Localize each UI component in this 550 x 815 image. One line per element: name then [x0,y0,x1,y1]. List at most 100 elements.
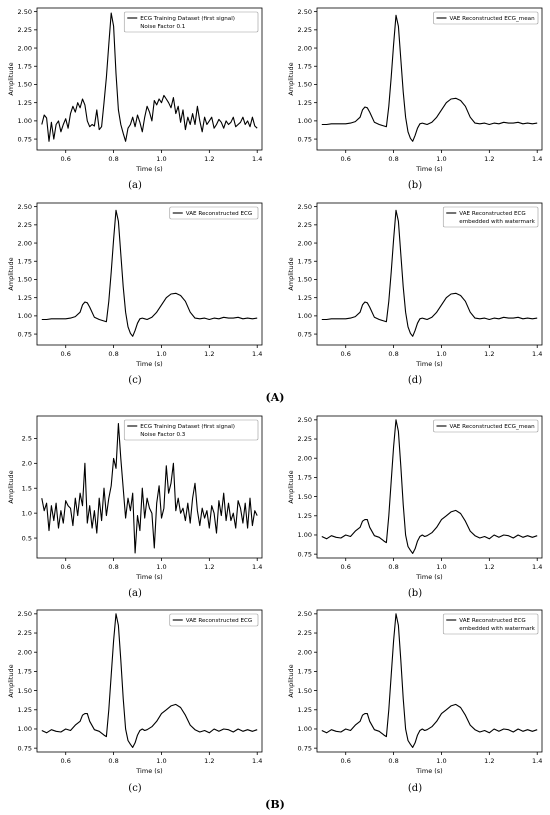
x-tick-label: 0.6 [341,757,351,765]
y-tick-label: 0.75 [298,744,312,752]
x-tick-label: 0.8 [388,563,398,571]
y-tick-label: 1.25 [18,99,32,107]
legend-label: embedded with watermark [459,626,535,632]
x-tick-label: 1.4 [252,757,262,765]
x-tick-label: 1.0 [436,155,446,163]
x-tick-label: 1.2 [204,350,214,358]
plot-frame [36,7,263,151]
y-tick-label: 2.00 [18,239,32,247]
y-axis-label: Amplitude [287,470,295,503]
y-tick-label: 1.00 [298,117,312,125]
y-tick-label: 2.25 [18,629,32,637]
y-tick-label: 2.25 [298,221,312,229]
y-axis-label: Amplitude [7,62,15,95]
sub-caption-a: (a) [128,588,142,599]
x-axis-label: Time (s) [135,767,162,775]
x-tick-label: 0.8 [108,155,118,163]
x-tick-label: 1.4 [252,350,262,358]
x-tick-label: 1.4 [252,563,262,571]
y-tick-label: 1.25 [298,512,312,520]
y-tick-label: 0.75 [18,744,32,752]
x-tick-label: 1.0 [156,155,166,163]
plot-frame [36,609,263,753]
y-axis-label: Amplitude [287,664,295,697]
y-tick-label: 0.75 [298,135,312,143]
x-tick-label: 1.4 [532,155,542,163]
legend-label: VAE Reconstructed ECG_mean [450,16,536,22]
plot-frame [316,609,543,753]
legend-label: VAE Reconstructed ECG_mean [450,424,536,430]
y-tick-label: 1.25 [298,99,312,107]
y-tick-label: 1.50 [298,276,312,284]
sub-caption-d: (d) [407,375,423,386]
y-tick-label: 0.75 [298,330,312,338]
y-tick-label: 1.75 [298,257,312,265]
x-tick-label: 1.4 [532,350,542,358]
x-tick-label: 0.8 [108,350,118,358]
x-tick-label: 0.8 [388,757,398,765]
y-axis-label: Amplitude [287,62,295,95]
x-tick-label: 1.2 [484,350,494,358]
x-tick-label: 1.2 [204,563,214,571]
y-tick-label: 0.75 [18,135,32,143]
y-tick-label: 2.50 [18,610,32,618]
y-tick-label: 1.5 [22,484,32,492]
legend-label: ECG Training Dataset (first signal) [140,16,235,22]
y-tick-label: 1.0 [22,509,32,517]
y-axis-label: Amplitude [287,257,295,290]
y-tick-label: 2.25 [18,26,32,34]
y-tick-label: 0.5 [22,534,32,542]
x-tick-label: 0.8 [108,563,118,571]
y-tick-label: 2.00 [298,44,312,52]
ecg-series-line [41,422,258,554]
group-caption-a: (A) [265,391,285,404]
x-axis-label: Time (s) [415,165,442,173]
plot-frame [316,7,543,151]
x-tick-label: 1.2 [484,155,494,163]
y-tick-label: 2.25 [298,435,312,443]
x-axis-label: Time (s) [415,573,442,581]
legend-label: VAE Reconstructed ECG [186,211,253,217]
ecg-series-line [321,209,538,337]
y-tick-label: 1.50 [298,81,312,89]
x-tick-label: 1.2 [204,155,214,163]
legend-box [169,613,259,627]
y-tick-label: 2.00 [298,648,312,656]
y-tick-label: 2.50 [298,203,312,211]
y-tick-label: 1.50 [18,687,32,695]
legend-box [433,419,539,433]
ecg-chart: 0.6 0.8 1.0 1.2 1.4 0.75 1.00 1.25 1.50 1.75 2.00 2… [287,7,543,173]
x-tick-label: 0.6 [341,563,351,571]
ecg-chart: 0.6 0.8 1.0 1.2 1.4 0.75 1.00 1.25 1.50 1.75 2.00 2… [287,202,543,368]
y-tick-label: 1.25 [18,706,32,714]
y-tick-label: 0.75 [298,550,312,558]
y-tick-label: 1.75 [298,668,312,676]
plot-frame [36,202,263,346]
y-tick-label: 1.25 [298,706,312,714]
y-tick-label: 1.00 [298,725,312,733]
sub-caption-c: (c) [128,375,142,386]
legend-box [433,11,539,25]
x-tick-label: 0.6 [61,757,71,765]
ecg-chart: 0.6 0.8 1.0 1.2 1.4 0.75 1.00 1.25 1.50 1.75 2.00 2… [287,415,543,581]
legend-box [123,11,259,33]
legend-box [442,206,539,228]
x-axis-label: Time (s) [135,360,162,368]
sub-caption-c: (c) [128,783,142,794]
ecg-chart: 0.6 0.8 1.0 1.2 1.4 0.75 1.00 1.25 1.50 1.75 2.00 2… [7,7,263,173]
x-tick-label: 1.2 [204,757,214,765]
x-tick-label: 1.0 [436,350,446,358]
y-tick-label: 1.25 [18,294,32,302]
plot-frame [36,415,263,559]
y-tick-label: 2.00 [18,648,32,656]
y-tick-label: 2.00 [298,239,312,247]
plot-frame [316,415,543,559]
x-tick-label: 0.6 [341,155,351,163]
y-tick-label: 2.25 [298,26,312,34]
legend-label: VAE Reconstructed ECG [459,211,526,217]
x-tick-label: 1.0 [436,757,446,765]
y-tick-label: 1.00 [298,312,312,320]
ecg-series-line [321,14,538,142]
y-tick-label: 0.75 [18,330,32,338]
